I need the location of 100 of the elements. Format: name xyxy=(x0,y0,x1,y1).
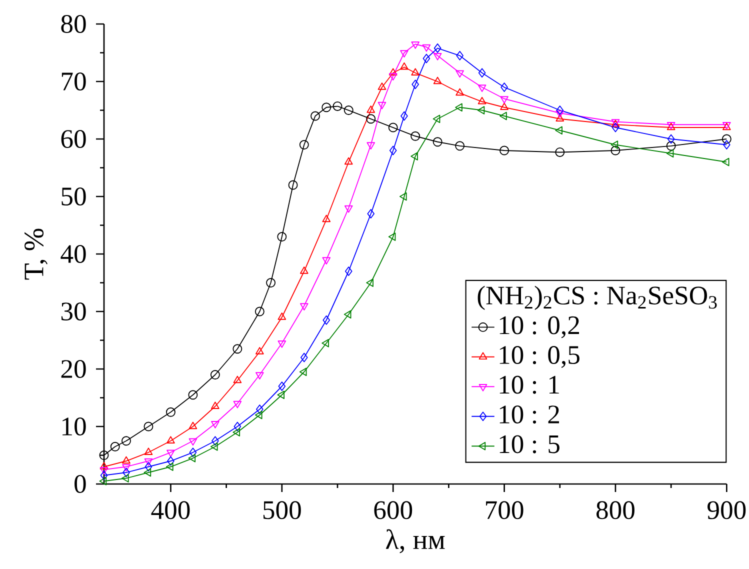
point xyxy=(310,111,320,121)
point xyxy=(400,111,408,121)
point xyxy=(666,141,676,151)
point xyxy=(500,82,508,92)
point xyxy=(299,368,307,376)
y-tick-label: 30 xyxy=(61,302,86,320)
y-tick-label: 0 xyxy=(74,475,86,493)
legend-label: 10 : 0,5 xyxy=(500,346,580,368)
legend-label: 10 : 5 xyxy=(500,435,560,454)
point xyxy=(166,436,175,444)
point xyxy=(478,84,486,92)
point xyxy=(366,142,376,150)
point xyxy=(722,140,730,150)
x-tick-label: 700 xyxy=(486,501,524,520)
point xyxy=(344,310,352,319)
point xyxy=(254,306,264,316)
point xyxy=(188,438,198,446)
point xyxy=(277,390,285,400)
point xyxy=(722,134,732,144)
point xyxy=(144,468,152,477)
point xyxy=(455,141,465,151)
point xyxy=(300,352,308,362)
point xyxy=(99,476,107,486)
y-tick-label: 20 xyxy=(61,360,86,378)
point xyxy=(344,266,352,276)
y-tick-label: 50 xyxy=(62,188,86,206)
point xyxy=(399,192,407,201)
point xyxy=(366,114,376,124)
point xyxy=(344,157,353,165)
x-axis-title: λ, нм xyxy=(386,529,445,554)
point xyxy=(388,73,398,80)
point xyxy=(144,448,153,455)
point xyxy=(434,43,442,53)
point xyxy=(122,468,130,478)
point xyxy=(555,147,565,157)
point xyxy=(477,106,485,114)
x-tick-label: 800 xyxy=(596,501,634,520)
point xyxy=(232,428,240,436)
point xyxy=(610,140,618,149)
point xyxy=(322,257,331,264)
point xyxy=(122,456,130,464)
point xyxy=(332,101,342,111)
point xyxy=(188,390,198,400)
point xyxy=(266,278,276,288)
point xyxy=(122,464,130,472)
point xyxy=(278,382,286,391)
y-tick-label: 70 xyxy=(62,72,86,90)
point xyxy=(433,53,442,60)
point xyxy=(256,347,264,354)
point xyxy=(166,462,174,471)
point xyxy=(455,103,462,112)
point xyxy=(411,42,420,49)
point xyxy=(210,370,220,380)
point xyxy=(556,114,564,122)
point xyxy=(556,106,564,115)
point xyxy=(366,106,376,113)
point xyxy=(122,474,129,482)
point xyxy=(256,404,264,414)
point xyxy=(666,149,674,158)
point xyxy=(234,422,242,432)
point xyxy=(144,422,154,432)
point xyxy=(411,68,420,76)
point xyxy=(212,436,219,446)
point xyxy=(378,102,386,110)
point xyxy=(432,137,442,147)
point xyxy=(100,462,108,470)
point xyxy=(400,50,408,58)
y-tick-label: 60 xyxy=(61,130,86,148)
y-axis-title: T, % xyxy=(24,228,48,280)
point xyxy=(211,402,220,409)
point xyxy=(344,205,353,213)
point xyxy=(456,70,464,78)
legend-label: 10 : 2 xyxy=(500,406,559,424)
point xyxy=(500,102,508,110)
point xyxy=(144,462,152,472)
point xyxy=(100,467,108,474)
point xyxy=(433,76,442,84)
point xyxy=(211,421,220,428)
point xyxy=(100,470,108,480)
point xyxy=(389,146,397,156)
point xyxy=(232,344,242,354)
x-tick-label: 500 xyxy=(263,501,301,520)
point xyxy=(478,68,486,78)
point xyxy=(500,146,510,156)
x-tick-label: 600 xyxy=(374,501,412,520)
point xyxy=(722,158,730,166)
point xyxy=(432,114,440,124)
point xyxy=(556,110,564,118)
point xyxy=(167,456,174,466)
point xyxy=(254,410,262,420)
point xyxy=(322,315,330,325)
point xyxy=(410,131,420,141)
point xyxy=(210,442,218,451)
point xyxy=(110,442,120,452)
point xyxy=(322,214,331,222)
point xyxy=(500,96,508,104)
point xyxy=(188,422,198,430)
legend-title: (NH$_{2}$)$_{2}$CS : Na$_{2}$SeSO$_{3}$ xyxy=(478,286,717,310)
point xyxy=(388,232,396,241)
point xyxy=(188,454,196,462)
